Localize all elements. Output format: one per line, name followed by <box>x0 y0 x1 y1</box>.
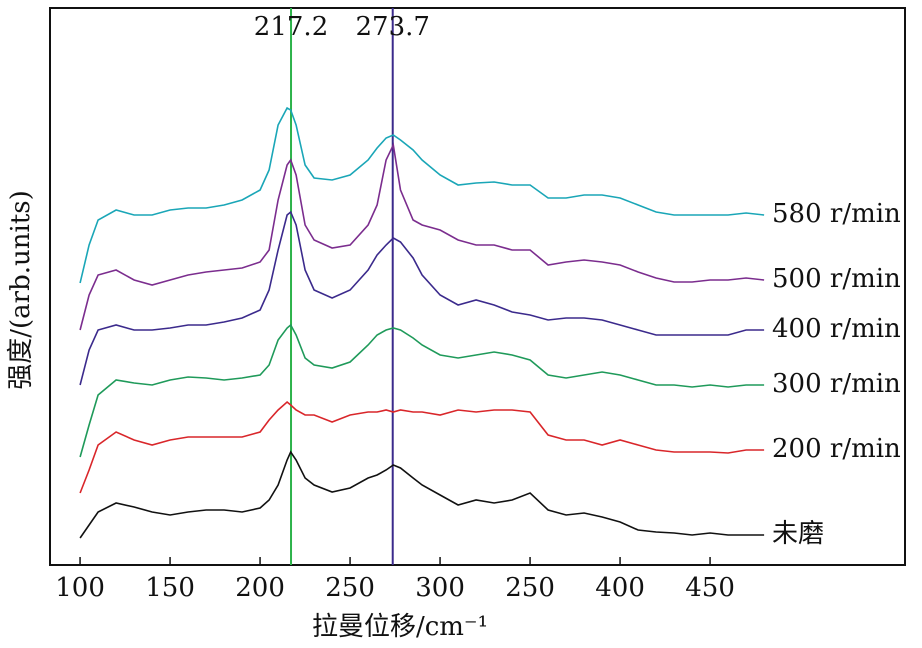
marker-label: 217.2 <box>254 12 328 42</box>
x-tick-label: 250 <box>505 573 555 603</box>
x-tick-label: 100 <box>55 573 105 603</box>
legend-label: 200 r/min <box>772 434 901 464</box>
legend-label: 未磨 <box>772 519 824 549</box>
x-tick-label: 450 <box>685 573 735 603</box>
spectrum-line <box>79 450 765 539</box>
legend-label: 400 r/min <box>772 314 901 344</box>
plot-frame <box>49 7 906 566</box>
x-tick-label: 150 <box>145 573 195 603</box>
x-axis-label: 拉曼位移/cm⁻¹ <box>312 612 488 642</box>
legend-label: 500 r/min <box>772 264 901 294</box>
x-tick-label: 200 <box>235 573 285 603</box>
x-tick-label: 400 <box>595 573 645 603</box>
spectrum-line <box>79 400 765 494</box>
spectrum-line <box>79 210 765 386</box>
spectrum-line <box>79 142 765 331</box>
spectrum-line <box>79 323 765 458</box>
x-tick-label: 300 <box>415 573 465 603</box>
marker-label: 273.7 <box>356 12 430 42</box>
legend-label: 580 r/min <box>772 199 901 229</box>
y-axis-label: 强度/(arb.units) <box>6 190 36 389</box>
legend-label: 300 r/min <box>772 369 901 399</box>
x-tick-label: 250 <box>325 573 375 603</box>
spectrum-line <box>79 106 765 284</box>
